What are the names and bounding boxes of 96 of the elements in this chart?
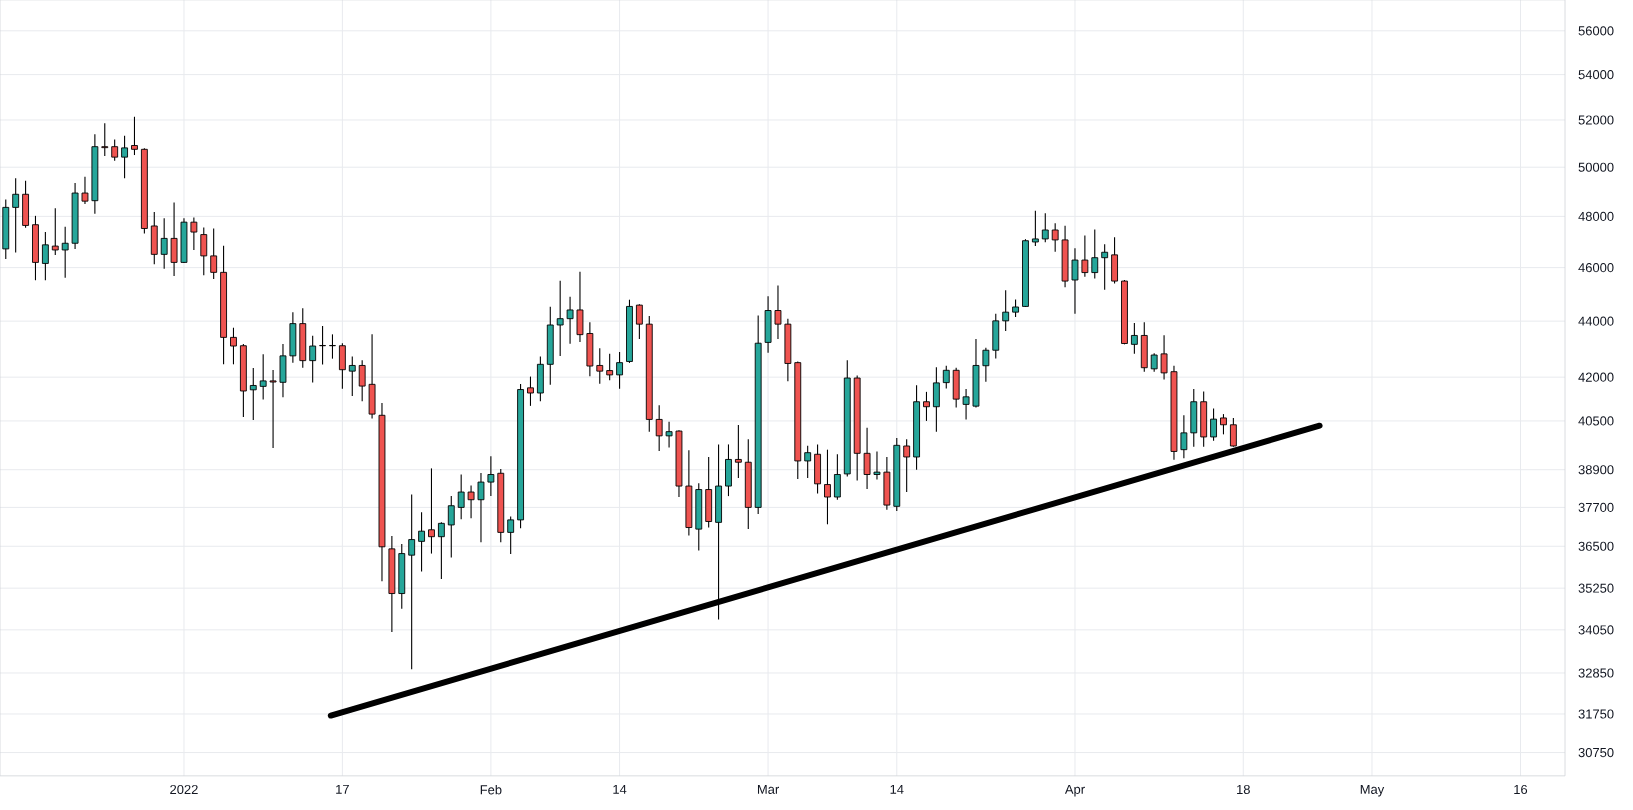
candlestick (41, 231, 49, 281)
y-tick-label: 48000 (1578, 211, 1614, 221)
candlestick (259, 353, 267, 400)
candlestick (101, 122, 109, 157)
candlestick (358, 359, 366, 402)
candlestick (329, 333, 336, 360)
y-tick-label: 46000 (1578, 263, 1614, 273)
y-tick-label: 32850 (1578, 668, 1614, 678)
x-tick-label: 17 (336, 784, 349, 794)
candlestick (596, 347, 604, 385)
candlestick (1041, 212, 1049, 243)
x-tick-label: Apr (1064, 784, 1085, 797)
y-tick-label: 31750 (1578, 709, 1614, 719)
y-tick-label: 40500 (1578, 416, 1614, 426)
candlestick (457, 473, 465, 520)
candlestick (527, 376, 534, 407)
candlestick (160, 217, 168, 270)
candlestick (1071, 247, 1079, 315)
candlestick (269, 369, 277, 449)
y-tick-label: 36500 (1578, 541, 1614, 551)
candlestick (824, 449, 831, 525)
candlestick (348, 355, 356, 397)
candlestick (1091, 228, 1099, 279)
candlestick (774, 284, 782, 340)
y-tick-label: 56000 (1578, 26, 1614, 36)
y-tick-label: 44000 (1578, 316, 1614, 326)
candlestick (418, 511, 425, 573)
x-tick-label: May (1360, 784, 1385, 797)
candlestick (81, 176, 89, 205)
candlestick (1130, 322, 1138, 355)
candlestick (111, 138, 119, 162)
candlestick (932, 366, 940, 433)
candlestick (230, 327, 237, 365)
candlestick (1150, 352, 1158, 373)
candlestick (982, 347, 990, 383)
candlestick (1031, 210, 1039, 247)
candlestick (190, 216, 198, 251)
candlestick (447, 495, 455, 559)
y-tick-label: 35250 (1578, 583, 1614, 593)
x-tick-label: 18 (1237, 784, 1250, 795)
candlestick (408, 493, 416, 670)
candlestick (1210, 407, 1217, 442)
candlestick (12, 177, 20, 254)
y-tick-label: 38900 (1578, 465, 1614, 475)
candlestick (566, 296, 574, 345)
y-tick-label: 30750 (1578, 747, 1614, 758)
y-tick-label: 50000 (1578, 162, 1614, 172)
candlestick (616, 351, 623, 390)
candlestick (942, 365, 950, 389)
x-tick-label: 14 (890, 784, 904, 794)
candlestick (923, 391, 930, 422)
candlestick (1220, 413, 1227, 435)
candlestick (655, 404, 663, 452)
candlestick (319, 325, 326, 366)
y-tick-label: 54000 (1578, 70, 1614, 80)
x-tick-label: 14 (613, 784, 627, 794)
candlestick (338, 342, 346, 390)
candlestick (487, 455, 495, 497)
candlestick (1081, 235, 1089, 278)
candlestick (804, 445, 812, 479)
candlestick (1180, 414, 1188, 459)
candlestick (249, 367, 257, 421)
candlestick (863, 427, 871, 490)
candlestick (131, 116, 138, 156)
candlestick (962, 388, 970, 420)
candlestick (903, 438, 911, 493)
candlestick (734, 424, 742, 479)
candlestick (437, 521, 445, 580)
x-tick-label: Feb (480, 784, 502, 795)
candlestick (1002, 289, 1010, 332)
y-tick-label: 52000 (1578, 115, 1614, 125)
candlestick (873, 450, 881, 481)
candlestick (467, 484, 475, 519)
candlestick (833, 453, 841, 501)
x-tick-label: 2022 (170, 784, 198, 795)
y-tick-label: 42000 (1578, 372, 1614, 382)
candlestick (606, 353, 614, 381)
candlestick (556, 280, 564, 357)
candlestick (1101, 243, 1109, 291)
candlestick (428, 467, 435, 555)
x-tick-label: 16 (1514, 784, 1528, 795)
y-tick-label: 37700 (1578, 502, 1614, 512)
candlestick (200, 226, 208, 276)
candlestick (1051, 222, 1059, 253)
y-tick-label: 34050 (1578, 625, 1614, 635)
candlestick (210, 227, 218, 280)
candlestick (1160, 334, 1168, 380)
x-tick-label: Mar (757, 784, 780, 794)
candlestick (477, 472, 485, 543)
candlestick (665, 421, 673, 449)
candlestick (635, 303, 643, 340)
candlestick (507, 515, 515, 555)
candlestick (51, 207, 59, 256)
candlestick (121, 135, 128, 179)
candlestick (61, 226, 69, 279)
candlestick (309, 335, 317, 384)
